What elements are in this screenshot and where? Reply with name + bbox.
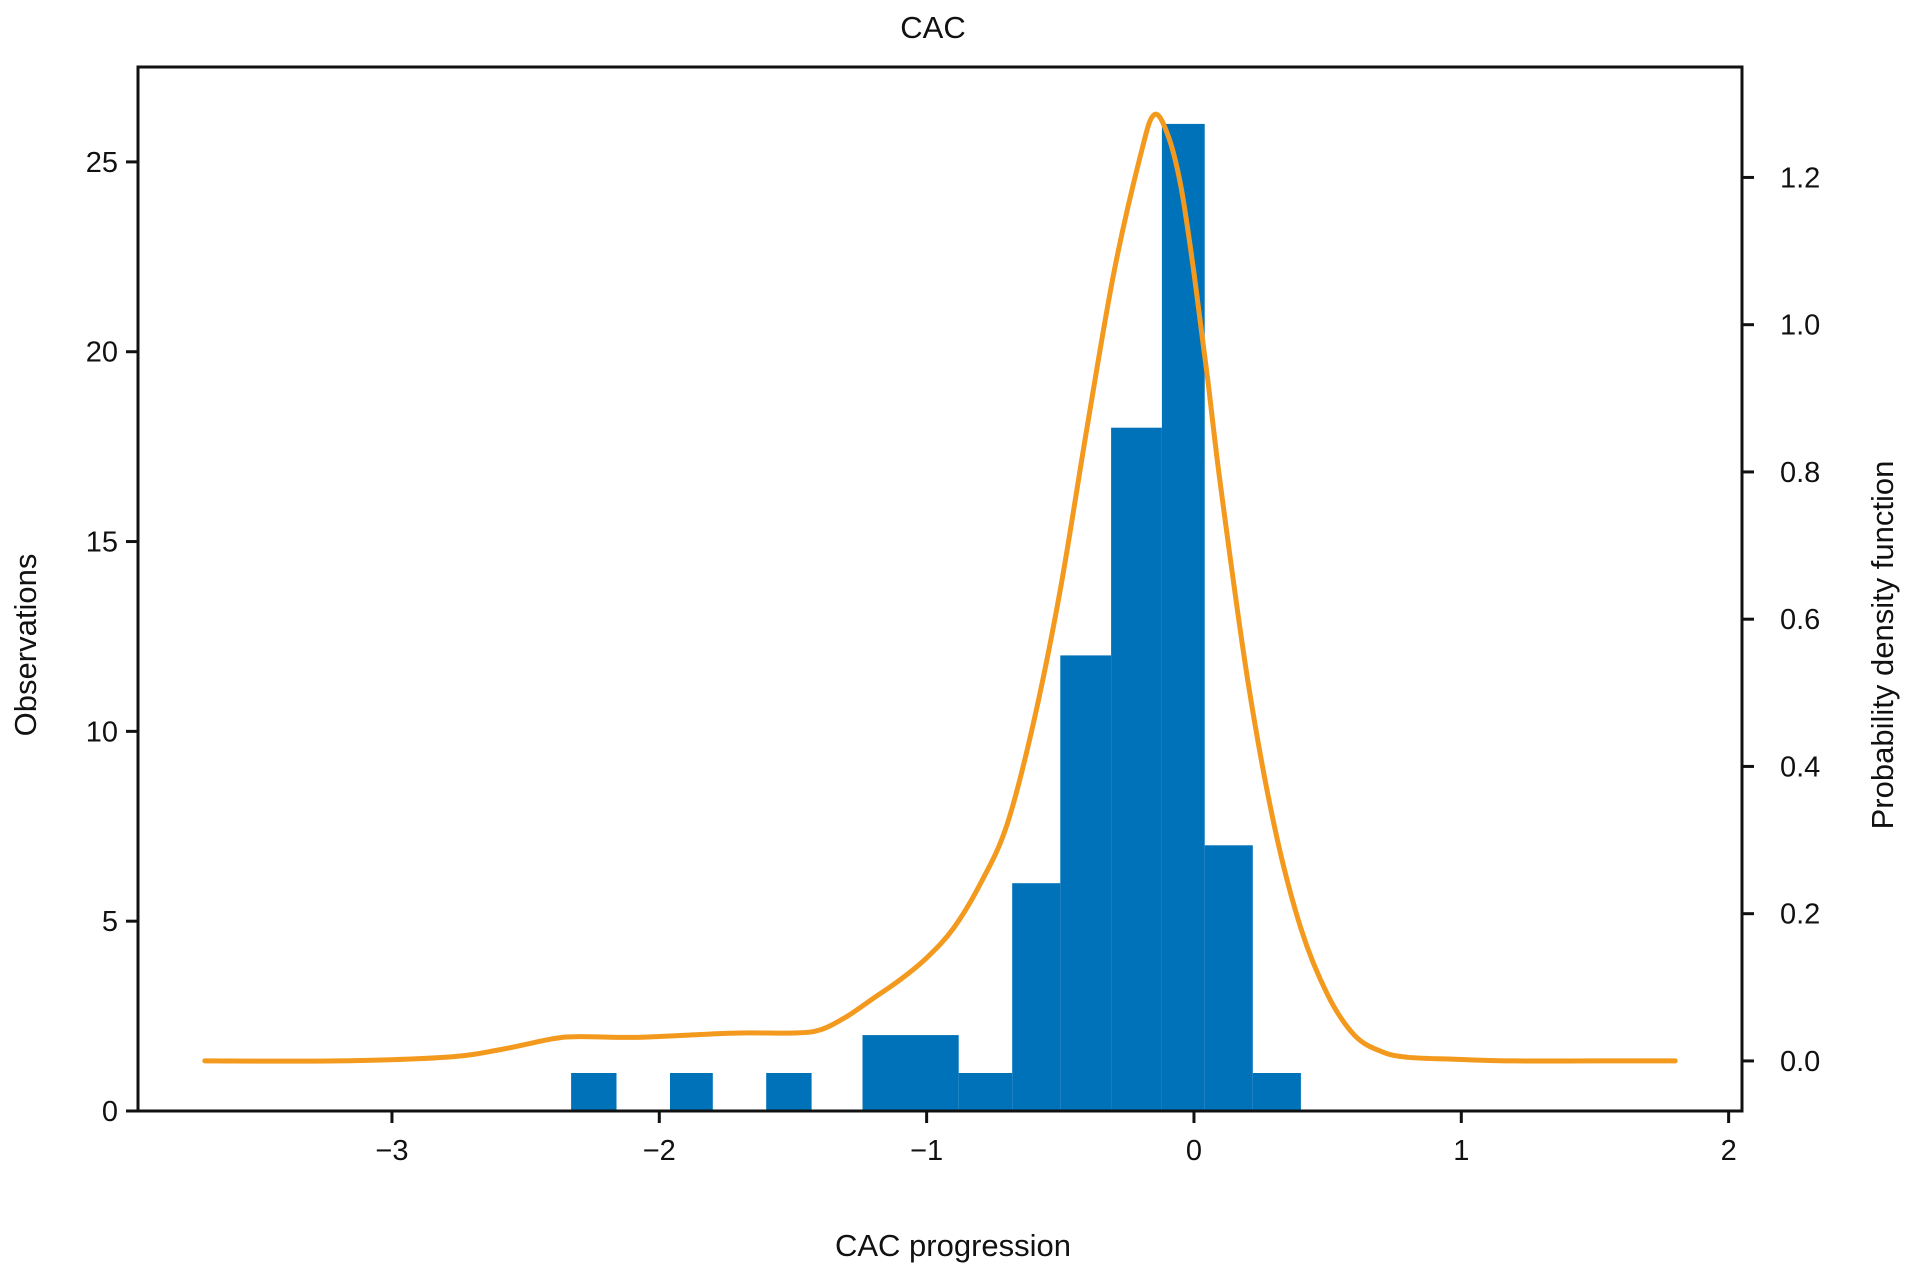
histogram-bar-0 [571,1073,617,1111]
histogram-bar-4 [958,1073,1013,1111]
plot-frame [136,65,1744,1113]
histogram-bar-9 [1204,845,1253,1111]
x-tick-label: 1 [1453,1135,1469,1167]
x-axis-label: CAC progression [835,1228,1071,1263]
histogram-bar-10 [1252,1073,1301,1111]
y2-tick-label: 0.8 [1780,457,1820,489]
histogram-bar-6 [1060,655,1112,1111]
x-tick-label: −3 [375,1135,408,1167]
y2-tick-label: 0.0 [1780,1046,1820,1078]
x-axis: −3 −2 −1 0 1 2 [375,1111,1737,1167]
y-axis-left: 0 5 10 15 20 25 [86,147,138,1128]
x-tick-label: 2 [1721,1135,1737,1167]
y-tick-label: 5 [102,906,118,938]
density-curve [202,111,1678,1064]
y2-tick-label: 0.2 [1780,899,1820,931]
histogram-bar-1 [670,1073,713,1111]
x-tick-label: 0 [1186,1135,1202,1167]
y-axis-label: Observations [8,554,43,737]
y2-axis-label: Probability density function [1865,461,1900,830]
y2-tick-label: 1.2 [1780,162,1820,194]
chart-title: CAC [900,10,965,45]
y-tick-label: 10 [86,716,118,748]
y-tick-label: 15 [86,527,118,559]
x-tick-label: −1 [910,1135,943,1167]
histogram-bar-5 [1012,883,1061,1111]
histogram-bar-3 [862,1035,959,1111]
y2-tick-label: 0.4 [1780,751,1820,783]
histogram-bar-2 [766,1073,812,1111]
x-tick-label: −2 [643,1135,676,1167]
histogram-bars [571,123,1301,1111]
histogram-bar-7 [1111,427,1162,1111]
histogram-bar-8 [1161,123,1205,1111]
y2-tick-label: 1.0 [1780,310,1820,342]
y-tick-label: 20 [86,337,118,369]
density-curve-group [202,111,1678,1064]
y2-tick-label: 0.6 [1780,604,1820,636]
y-tick-label: 25 [86,147,118,179]
y-tick-label: 0 [102,1096,118,1128]
y-axis-right: 0.0 0.2 0.4 0.6 0.8 1.0 1.2 [1742,162,1820,1078]
